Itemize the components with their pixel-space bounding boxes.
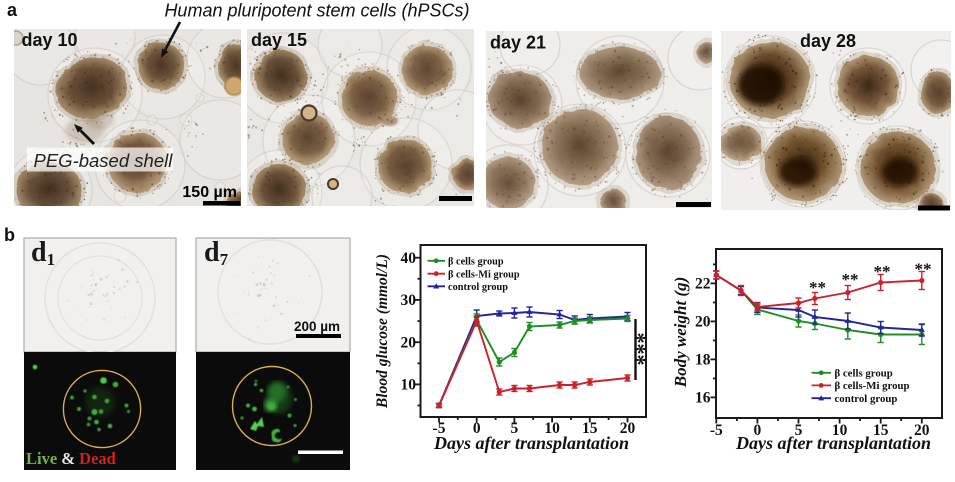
svg-text:40: 40	[401, 250, 417, 267]
svg-text:a: a	[7, 0, 18, 20]
svg-text:20: 20	[914, 422, 930, 439]
svg-text:30: 30	[401, 292, 417, 309]
svg-text:-5: -5	[433, 420, 446, 437]
svg-text:10: 10	[832, 422, 848, 439]
svg-text:day 10: day 10	[22, 30, 78, 50]
svg-text:18: 18	[695, 352, 711, 369]
svg-text:PEG-based shell: PEG-based shell	[34, 150, 174, 171]
svg-text:β cells group: β cells group	[835, 368, 893, 380]
svg-text:15: 15	[582, 420, 598, 437]
svg-text:Human pluripotent stem cells (: Human pluripotent stem cells (hPSCs)	[164, 1, 469, 21]
svg-text:**: **	[842, 270, 859, 289]
svg-text:**: **	[809, 278, 826, 297]
svg-text:0: 0	[754, 422, 762, 439]
svg-text:150 µm: 150 µm	[182, 184, 237, 201]
svg-text:Live & Dead: Live & Dead	[26, 449, 116, 468]
svg-text:Days after transplantation: Days after transplantation	[735, 433, 931, 453]
svg-text:5: 5	[795, 422, 803, 439]
svg-text:day 15: day 15	[251, 30, 307, 50]
svg-text:β cells-Mi group: β cells-Mi group	[835, 380, 910, 392]
svg-text:10: 10	[544, 420, 560, 437]
svg-text:20: 20	[620, 420, 636, 437]
svg-text:β cells-Mi group: β cells-Mi group	[448, 269, 520, 280]
svg-text:200 µm: 200 µm	[294, 319, 340, 334]
svg-text:Blood glucose (mmol/L): Blood glucose (mmol/L)	[374, 254, 391, 409]
svg-text:β cells group: β cells group	[448, 256, 504, 267]
svg-text:Body weight (g): Body weight (g)	[671, 277, 690, 389]
svg-text:day 28: day 28	[800, 31, 856, 51]
svg-text:control group: control group	[835, 393, 898, 405]
svg-text:15: 15	[873, 422, 889, 439]
svg-text:-5: -5	[710, 422, 723, 439]
svg-text:**: **	[874, 262, 891, 281]
svg-text:b: b	[4, 225, 15, 245]
svg-text:16: 16	[695, 390, 711, 407]
svg-text:10: 10	[401, 377, 417, 394]
svg-text:20: 20	[695, 314, 711, 331]
svg-text:5: 5	[511, 420, 519, 437]
svg-text:day 21: day 21	[490, 33, 546, 53]
svg-text:**: **	[915, 260, 932, 279]
svg-text:***: ***	[626, 333, 651, 366]
svg-text:22: 22	[695, 276, 711, 293]
svg-text:0: 0	[473, 420, 481, 437]
svg-text:Days after transplantation: Days after transplantation	[433, 433, 629, 453]
svg-text:20: 20	[401, 335, 417, 352]
svg-text:control group: control group	[448, 282, 508, 293]
